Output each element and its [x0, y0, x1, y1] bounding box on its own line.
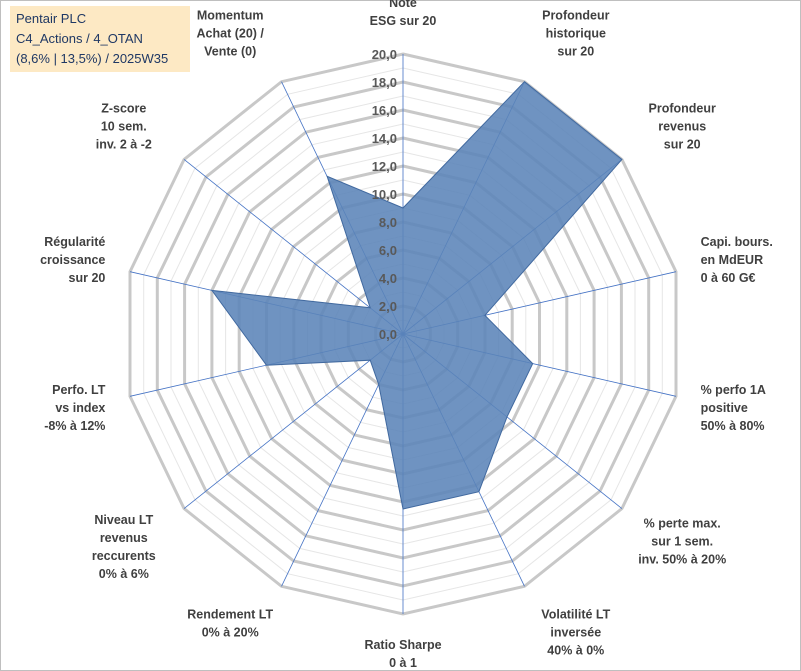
category-label: Z-score 10 sem. inv. 2 à -2	[96, 101, 152, 151]
category-label: Rendement LT 0% à 20%	[187, 608, 273, 640]
category-label-line: positive	[701, 401, 748, 415]
category-label-line: 50% à 80%	[701, 419, 765, 433]
chart-title-box: Pentair PLC C4_Actions / 4_OTAN (8,6% | …	[10, 6, 190, 72]
category-label: Perfo. LT vs index -8% à 12%	[44, 383, 106, 433]
category-label-line: revenus	[100, 531, 148, 545]
radial-axis-line	[183, 333, 404, 509]
category-label-line: Volatilité LT	[541, 608, 610, 622]
radial-tick-label: 12,0	[372, 159, 397, 174]
category-label: Momentum Achat (20) / Vente (0)	[197, 8, 265, 58]
category-label-line: Ratio Sharpe	[364, 638, 441, 652]
category-label-line: croissance	[40, 253, 105, 267]
category-label-line: 0 à 1	[389, 656, 417, 670]
radial-tick-label: 14,0	[372, 131, 397, 146]
category-label-line: 40% à 0%	[547, 644, 604, 658]
category-label-line: sur 20	[69, 271, 106, 285]
category-label-line: Perfo. LT	[52, 383, 106, 397]
category-label-line: Capi. bours.	[701, 235, 773, 249]
radial-tick-label: 6,0	[379, 243, 397, 258]
category-label-line: Niveau LT	[94, 513, 153, 527]
category-label-line: Rendement LT	[187, 608, 273, 622]
title-line-1: Pentair PLC	[16, 11, 87, 26]
category-label-line: ESG sur 20	[370, 14, 437, 28]
category-label-line: 0% à 6%	[99, 567, 149, 581]
category-label: Régularité croissance sur 20	[40, 235, 105, 285]
category-label-line: historique	[546, 26, 606, 40]
category-label-line: sur 20	[664, 137, 701, 151]
category-label: % perfo 1A positive 50% à 80%	[701, 383, 766, 433]
category-label: Note ESG sur 20	[370, 0, 437, 28]
category-label-line: sur 20	[557, 44, 594, 58]
category-label-line: revenus	[658, 119, 706, 133]
category-label-line: Achat (20) /	[197, 26, 265, 40]
category-label-line: 0% à 20%	[202, 626, 259, 640]
category-label-line: Profondeur	[542, 8, 609, 22]
category-label: Ratio Sharpe 0 à 1	[364, 638, 441, 670]
category-label-line: inversée	[550, 626, 601, 640]
category-label-line: inv. 2 à -2	[96, 137, 152, 151]
category-label-line: 0 à 60 G€	[701, 271, 756, 285]
radial-tick-label: 18,0	[372, 75, 397, 90]
category-label-line: % perte max.	[644, 517, 721, 531]
radial-tick-label: 16,0	[372, 103, 397, 118]
category-label-line: Vente (0)	[204, 44, 256, 58]
category-label: Volatilité LT inversée 40% à 0%	[541, 608, 610, 658]
radial-tick-label: 0,0	[379, 327, 397, 342]
category-label-line: Profondeur	[649, 101, 716, 115]
category-label-line: Momentum	[197, 8, 264, 22]
category-label: Profondeur historique sur 20	[542, 8, 609, 58]
category-label-line: en MdEUR	[701, 253, 764, 267]
category-label-line: Régularité	[44, 235, 105, 249]
category-label: Niveau LT revenus reccurents 0% à 6%	[92, 513, 156, 581]
radial-tick-label: 2,0	[379, 299, 397, 314]
category-label-line: Note	[389, 0, 417, 10]
category-label-line: % perfo 1A	[701, 383, 766, 397]
title-line-2: C4_Actions / 4_OTAN	[16, 31, 143, 46]
radial-tick-label: 8,0	[379, 215, 397, 230]
title-line-3: (8,6% | 13,5%) / 2025W35	[16, 51, 169, 66]
category-label: Capi. bours. en MdEUR 0 à 60 G€	[701, 235, 773, 285]
radial-tick-label: 10,0	[372, 187, 397, 202]
category-label-line: 10 sem.	[101, 119, 147, 133]
category-label: Profondeur revenus sur 20	[649, 101, 716, 151]
category-label-line: inv. 50% à 20%	[638, 553, 726, 567]
radial-tick-label: 20,0	[372, 47, 397, 62]
category-label-line: sur 1 sem.	[651, 535, 713, 549]
category-label-line: -8% à 12%	[44, 419, 105, 433]
category-label-line: reccurents	[92, 549, 156, 563]
radial-axis-line	[183, 159, 404, 335]
category-label-line: Z-score	[101, 101, 146, 115]
category-label: % perte max. sur 1 sem. inv. 50% à 20%	[638, 517, 726, 567]
radial-tick-label: 4,0	[379, 271, 397, 286]
category-label-line: vs index	[55, 401, 105, 415]
